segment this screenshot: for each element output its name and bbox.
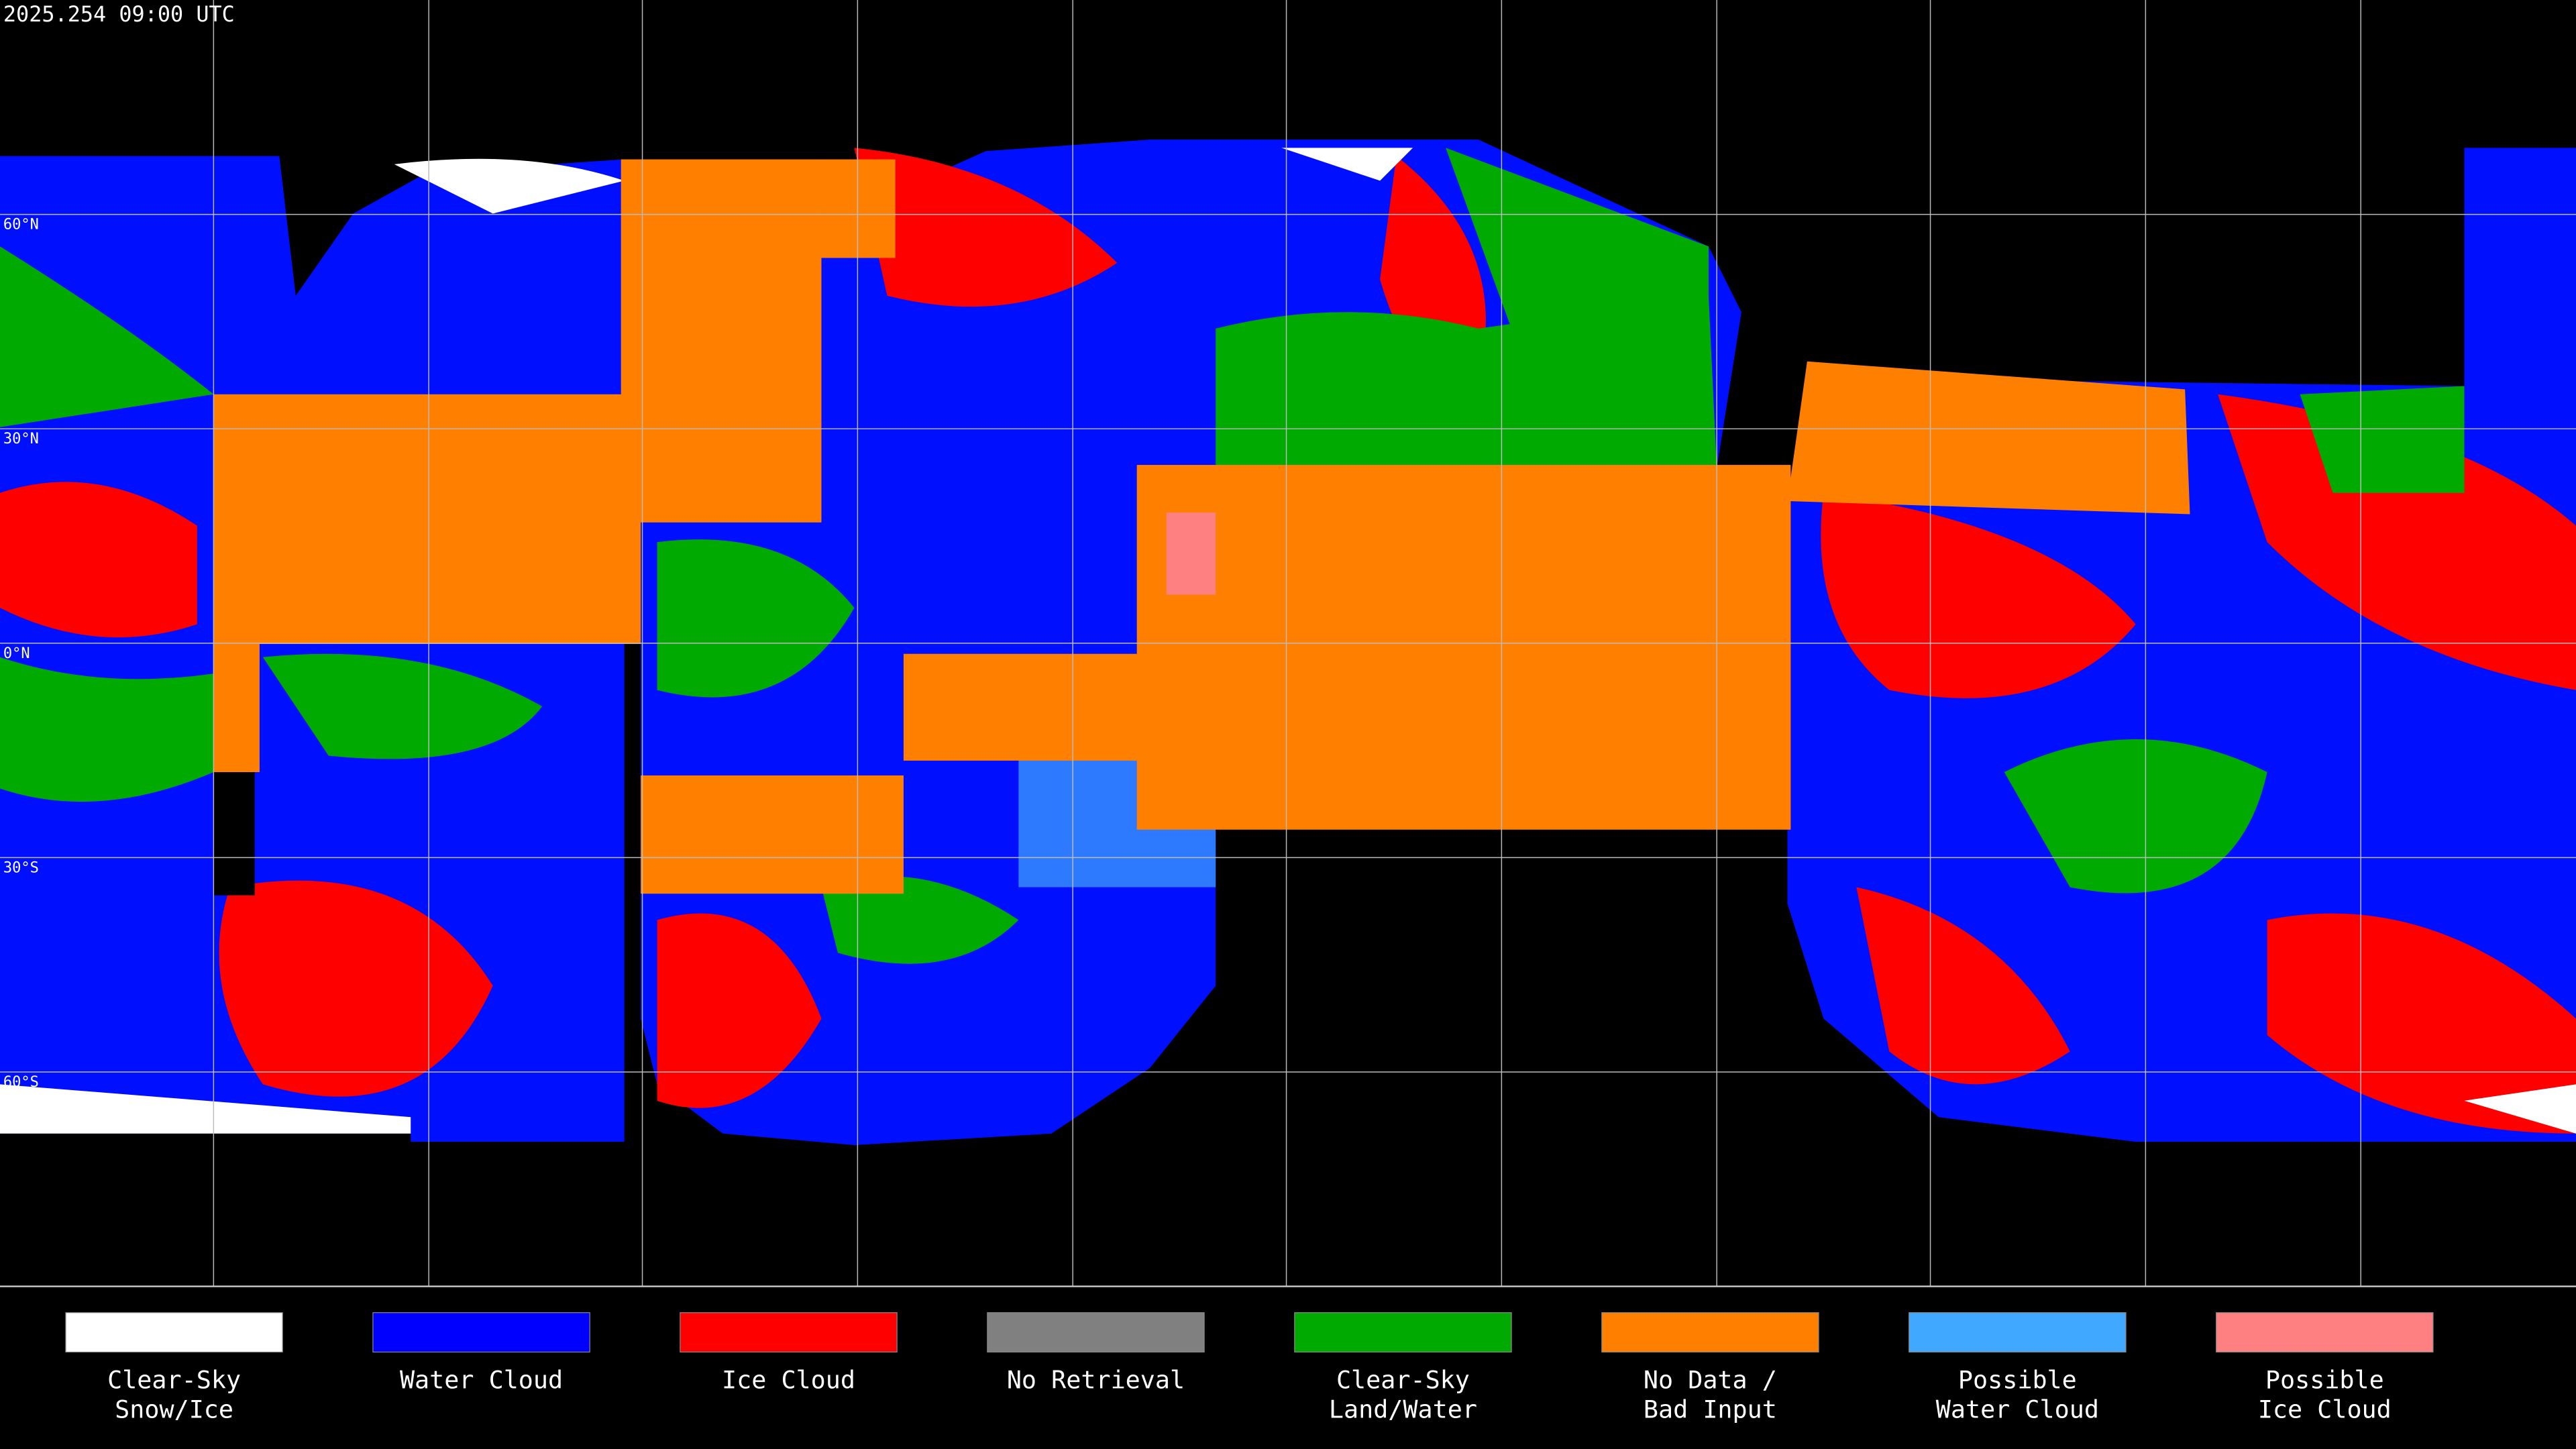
legend-label: Possible Ice Cloud <box>2258 1365 2392 1424</box>
legend-label-line: Bad Input <box>1644 1395 1777 1424</box>
legend-item: No Data / Bad Input <box>1601 1312 1819 1424</box>
legend-swatch <box>65 1312 283 1353</box>
legend-swatch <box>1601 1312 1819 1353</box>
legend-label: No Retrieval <box>1007 1365 1185 1394</box>
legend-label: Ice Cloud <box>722 1365 855 1394</box>
legend-label: Clear-Sky Snow/Ice <box>107 1365 241 1424</box>
legend-swatch <box>1294 1312 1512 1353</box>
legend-item: Possible Water Cloud <box>1909 1312 2127 1424</box>
legend-panel <box>0 1288 2576 1449</box>
legend-label-line: Possible <box>2265 1365 2384 1394</box>
legend-item: Possible Ice Cloud <box>2216 1312 2434 1424</box>
legend-label: Water Cloud <box>400 1365 563 1394</box>
legend-label-line: Water Cloud <box>400 1365 563 1394</box>
legend-label-line: Land/Water <box>1329 1395 1477 1424</box>
legend-label-line: Ice Cloud <box>722 1365 855 1394</box>
legend-label: Possible Water Cloud <box>1936 1365 2099 1424</box>
legend-label-line: Water Cloud <box>1936 1395 2099 1424</box>
legend-label: No Data / Bad Input <box>1644 1365 1777 1424</box>
legend-label-line: No Data / <box>1644 1365 1777 1394</box>
lat-label: 30°N <box>3 431 39 447</box>
lat-label: 30°S <box>3 859 39 876</box>
no-data-region <box>213 159 2190 894</box>
legend-item: Ice Cloud <box>680 1312 898 1394</box>
timestamp: 2025.254 09:00 UTC <box>3 1 235 27</box>
legend-item: Water Cloud <box>372 1312 590 1394</box>
no-coverage <box>213 772 255 896</box>
legend-label-line: No Retrieval <box>1007 1365 1185 1394</box>
legend-item: Clear-Sky Land/Water <box>1294 1312 1512 1424</box>
legend-item: No Retrieval <box>987 1312 1205 1394</box>
graticule <box>0 0 2576 1287</box>
lat-label: 60°S <box>3 1074 39 1091</box>
legend-label-line: Clear-Sky <box>107 1365 241 1394</box>
legend-item: Clear-Sky Snow/Ice <box>65 1312 283 1424</box>
legend-label-line: Possible <box>1958 1365 2077 1394</box>
legend-label-line: Ice Cloud <box>2258 1395 2392 1424</box>
legend-label-line: Clear-Sky <box>1336 1365 1470 1394</box>
possible-ice-cloud <box>1166 513 1216 595</box>
lat-label: 60°N <box>3 217 39 233</box>
legend-label: Clear-Sky Land/Water <box>1329 1365 1477 1424</box>
legend-swatch <box>680 1312 898 1353</box>
legend-swatch <box>372 1312 590 1353</box>
legend-swatch <box>1909 1312 2127 1353</box>
lat-label: 0°N <box>3 645 30 662</box>
legend-label-line: Snow/Ice <box>115 1395 233 1424</box>
legend-swatch <box>2216 1312 2434 1353</box>
legend-swatch <box>987 1312 1205 1353</box>
